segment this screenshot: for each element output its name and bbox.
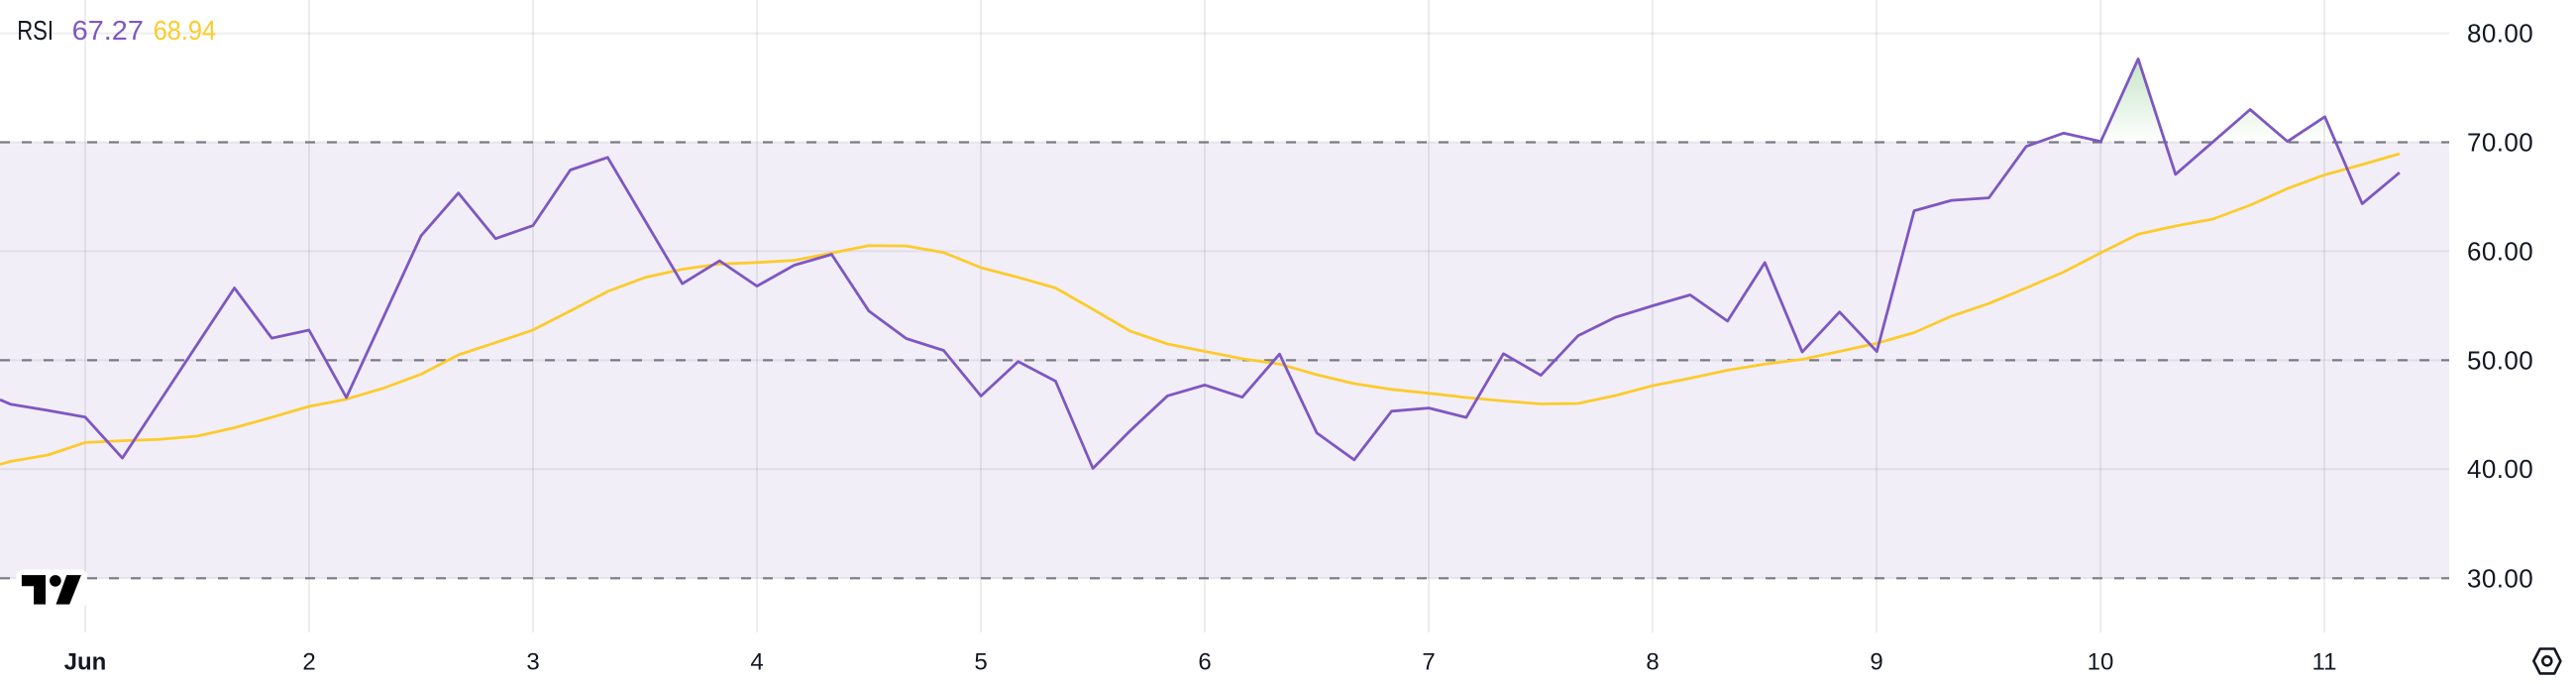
svg-text:30.00: 30.00 <box>2467 563 2533 593</box>
svg-text:68.94: 68.94 <box>154 15 216 46</box>
svg-text:7: 7 <box>1422 649 1435 676</box>
svg-text:40.00: 40.00 <box>2467 454 2533 484</box>
svg-text:11: 11 <box>2312 649 2337 676</box>
svg-text:2: 2 <box>302 649 315 676</box>
svg-text:60.00: 60.00 <box>2467 236 2533 266</box>
svg-text:9: 9 <box>1870 649 1882 676</box>
svg-text:70.00: 70.00 <box>2467 128 2533 158</box>
svg-text:80.00: 80.00 <box>2467 19 2533 49</box>
svg-text:8: 8 <box>1646 649 1659 676</box>
svg-text:4: 4 <box>750 649 763 676</box>
svg-text:3: 3 <box>526 649 539 676</box>
svg-text:6: 6 <box>1198 649 1211 676</box>
svg-text:5: 5 <box>974 649 987 676</box>
svg-text:RSI: RSI <box>17 15 54 46</box>
svg-text:Jun: Jun <box>64 649 107 676</box>
svg-text:67.27: 67.27 <box>72 15 144 46</box>
svg-text:10: 10 <box>2088 649 2114 676</box>
svg-text:50.00: 50.00 <box>2467 345 2533 375</box>
